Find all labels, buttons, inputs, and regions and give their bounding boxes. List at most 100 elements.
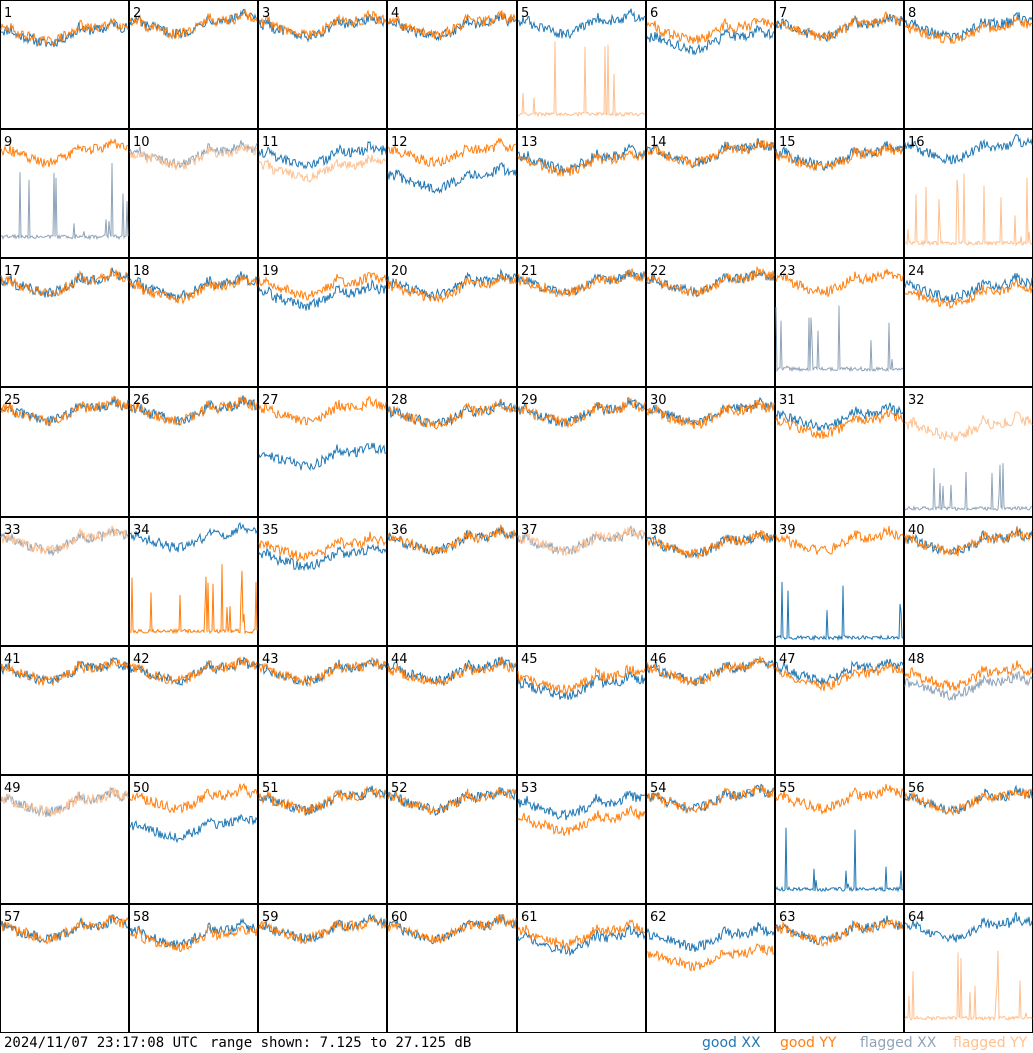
series-good-xx [387, 656, 517, 687]
panel-label: 45 [521, 652, 538, 667]
series-flagged-xx [775, 305, 904, 373]
panel-frame [904, 387, 1033, 517]
panel-frame [517, 646, 646, 775]
panel-label: 18 [133, 264, 150, 279]
panel-frame [0, 0, 129, 129]
panel-frame [129, 387, 258, 517]
panel-23: 23 [775, 258, 904, 387]
series-good-xx [646, 922, 775, 952]
series-good-yy [0, 268, 129, 297]
panel-39: 39 [775, 517, 904, 646]
panel-40: 40 [904, 517, 1033, 646]
panel-label: 63 [779, 910, 796, 925]
series-good-yy [775, 662, 904, 692]
panel-63: 63 [775, 904, 904, 1033]
series-good-yy [646, 943, 775, 972]
series-good-xx [775, 915, 904, 946]
panel-frame [129, 258, 258, 387]
series-flagged-yy [904, 173, 1033, 247]
panel-frame [258, 646, 387, 775]
panel-6: 6 [646, 0, 775, 129]
panel-label: 47 [779, 652, 796, 667]
series-good-yy [775, 408, 904, 439]
series-good-yy [904, 526, 1033, 557]
panel-frame [646, 258, 775, 387]
panel-54: 54 [646, 775, 775, 904]
panel-label: 16 [908, 135, 925, 150]
panel-label: 21 [521, 264, 538, 279]
panel-label: 15 [779, 135, 796, 150]
panel-label: 9 [4, 135, 12, 150]
panel-label: 7 [779, 6, 787, 21]
panel-24: 24 [904, 258, 1033, 387]
series-good-yy [129, 395, 258, 427]
panel-frame [129, 517, 258, 646]
series-good-xx [258, 278, 387, 311]
panel-label: 55 [779, 781, 796, 796]
panel-label: 2 [133, 6, 141, 21]
series-good-yy [646, 656, 775, 687]
panel-label: 57 [4, 910, 21, 925]
panel-49: 49 [0, 775, 129, 904]
panel-frame [904, 904, 1033, 1033]
panel-frame [258, 129, 387, 258]
panel-label: 44 [391, 652, 408, 667]
panel-frame [904, 646, 1033, 775]
series-good-yy [646, 399, 775, 430]
panel-3: 3 [258, 0, 387, 129]
panel-label: 8 [908, 6, 916, 21]
panel-42: 42 [129, 646, 258, 775]
series-good-xx [647, 396, 775, 426]
panel-label: 40 [908, 523, 925, 538]
panel-44: 44 [387, 646, 517, 775]
series-good-yy [646, 138, 775, 169]
panel-45: 45 [517, 646, 646, 775]
series-good-yy [517, 919, 646, 951]
panel-frame [0, 904, 129, 1033]
series-good-yy [904, 278, 1033, 310]
series-good-yy [258, 656, 387, 688]
panel-9: 9 [0, 129, 129, 258]
series-good-yy [258, 9, 387, 40]
series-flagged-yy [0, 525, 129, 555]
panel-label: 48 [908, 652, 925, 667]
footer: 2024/11/07 23:17:08 UTC range shown: 7.1… [0, 1033, 1033, 1053]
panel-label: 5 [521, 6, 529, 21]
series-good-yy [0, 914, 129, 945]
panel-label: 3 [262, 6, 270, 21]
panel-7: 7 [775, 0, 904, 129]
series-good-yy [1, 658, 129, 687]
panel-frame [258, 904, 387, 1033]
legend-flagged-xx: flagged XX [860, 1035, 937, 1051]
series-good-yy [517, 396, 646, 429]
series-good-yy [129, 925, 258, 953]
range-label: range shown: 7.125 to 27.125 dB [210, 1035, 472, 1051]
panel-25: 25 [0, 387, 129, 517]
legend-flagged-yy: flagged YY [953, 1035, 1028, 1051]
panel-label: 51 [262, 781, 279, 796]
panel-label: 54 [650, 781, 667, 796]
panel-label: 53 [521, 781, 538, 796]
panel-label: 39 [779, 523, 796, 538]
panel-label: 24 [908, 264, 925, 279]
panel-frame [387, 387, 517, 517]
panel-frame [646, 0, 775, 129]
panel-1: 1 [0, 0, 129, 129]
panel-frame [646, 646, 775, 775]
panel-62: 62 [646, 904, 775, 1033]
panel-5: 5 [517, 0, 646, 129]
panel-frame [775, 775, 904, 904]
panel-2: 2 [129, 0, 258, 129]
panel-47: 47 [775, 646, 904, 775]
panel-label: 27 [262, 393, 279, 408]
panel-61: 61 [517, 904, 646, 1033]
series-good-xx [387, 161, 517, 194]
panel-38: 38 [646, 517, 775, 646]
legend-good-yy: good YY [780, 1035, 837, 1051]
panel-frame [517, 258, 646, 387]
series-good-xx [904, 273, 1033, 304]
panel-48: 48 [904, 646, 1033, 775]
series-good-xx [517, 143, 646, 174]
series-good-xx [904, 912, 1033, 943]
